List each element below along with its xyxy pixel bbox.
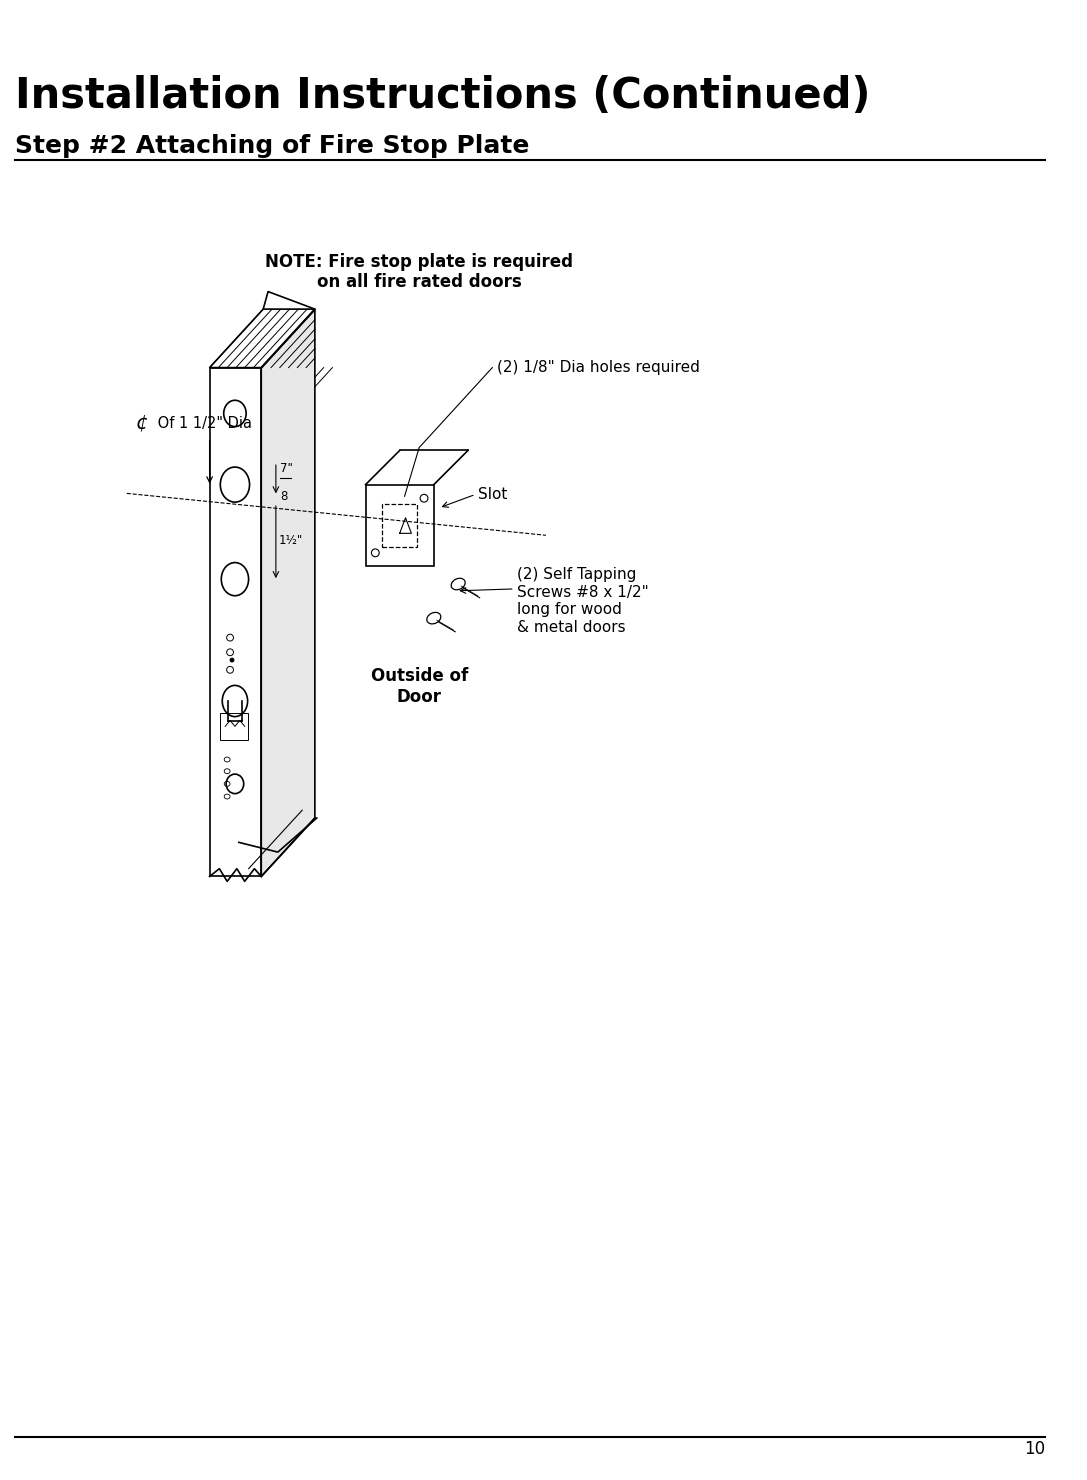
Polygon shape — [365, 484, 434, 567]
Text: 10: 10 — [1024, 1440, 1045, 1458]
Text: (2) Self Tapping
Screws #8 x 1/2"
long for wood
& metal doors: (2) Self Tapping Screws #8 x 1/2" long f… — [516, 567, 649, 635]
Text: 7": 7" — [279, 462, 292, 475]
Text: Step #2 Attaching of Fire Stop Plate: Step #2 Attaching of Fire Stop Plate — [14, 133, 529, 158]
Text: NOTE: Fire stop plate is required
on all fire rated doors: NOTE: Fire stop plate is required on all… — [265, 253, 573, 292]
Text: 1½": 1½" — [278, 534, 303, 546]
Polygon shape — [210, 367, 261, 876]
Text: ¢: ¢ — [135, 414, 148, 432]
Bar — [221, 713, 248, 740]
Text: 8: 8 — [279, 475, 287, 503]
Text: (2) 1/8" Dia holes required: (2) 1/8" Dia holes required — [497, 360, 700, 374]
Polygon shape — [261, 309, 315, 876]
Text: Of 1 1/2" Dia: Of 1 1/2" Dia — [153, 416, 252, 431]
Ellipse shape — [230, 659, 234, 662]
Text: Slot: Slot — [477, 487, 507, 502]
Text: Installation Instructions (Continued): Installation Instructions (Continued) — [14, 75, 870, 117]
Text: Outside of
Door: Outside of Door — [371, 667, 467, 706]
Polygon shape — [210, 309, 315, 367]
